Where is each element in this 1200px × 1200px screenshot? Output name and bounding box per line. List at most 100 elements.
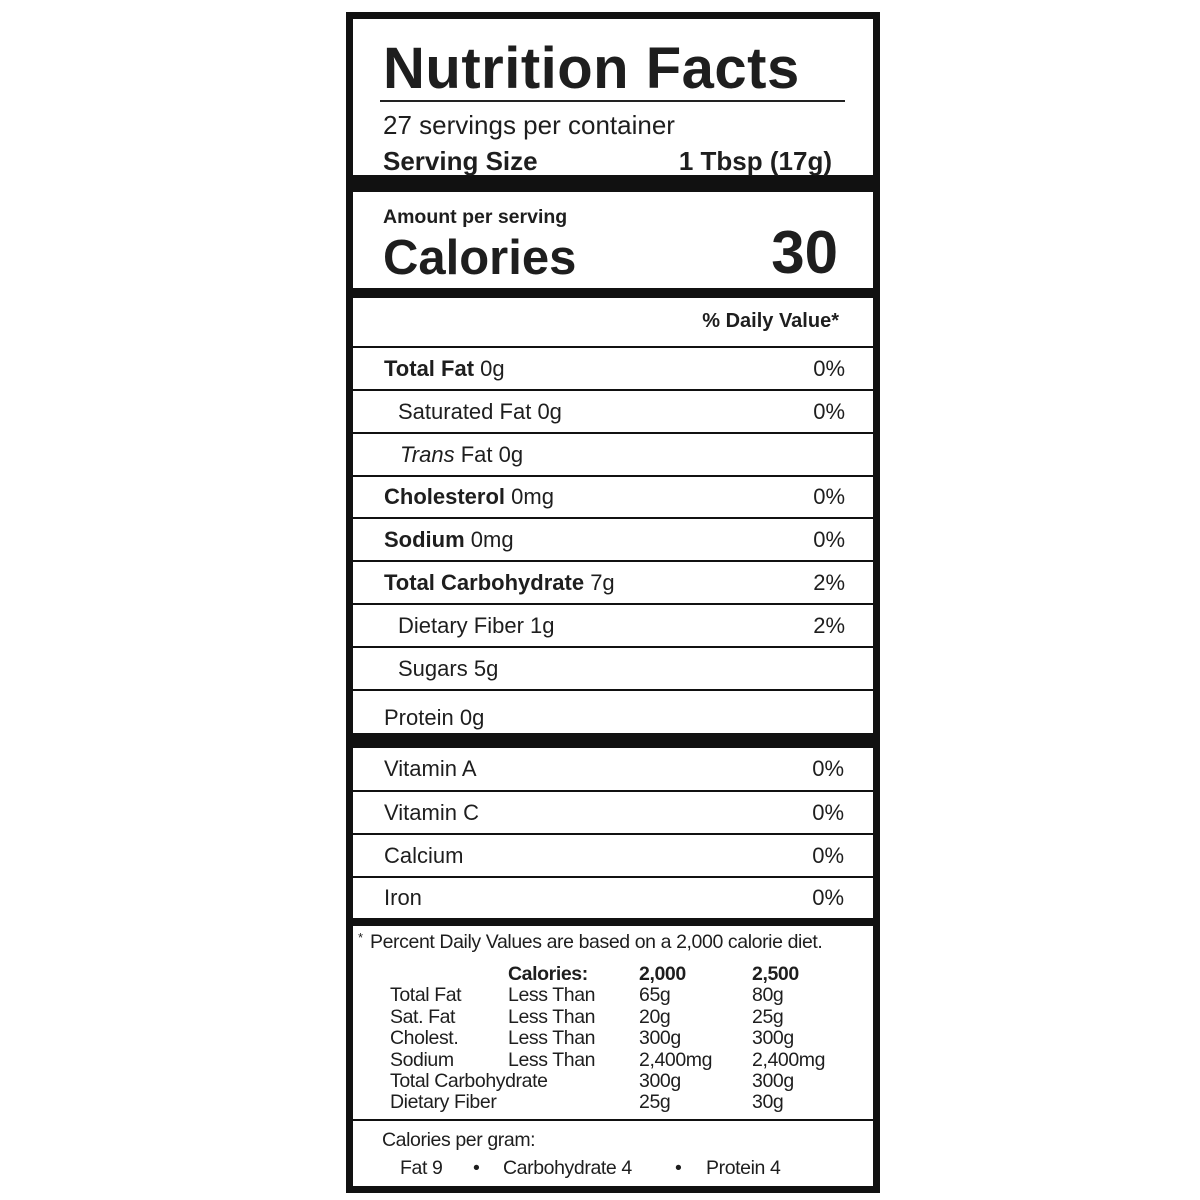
footnote-section: * Percent Daily Values are based on a 2,… bbox=[353, 926, 873, 1119]
dv-table-cell: 30g bbox=[752, 1091, 784, 1114]
nutrient-row-total-fat: Total Fat 0g 0% bbox=[353, 348, 873, 389]
daily-value-header: % Daily Value* bbox=[353, 298, 873, 346]
nutrient-amount: 0g bbox=[459, 705, 485, 730]
nutrition-facts-label: Nutrition Facts 27 servings per containe… bbox=[346, 12, 880, 1193]
dv-table-row: Dietary Fiber 25g 30g bbox=[353, 1091, 873, 1114]
title-underline bbox=[380, 100, 845, 102]
dv-table-cell: Total Carbohydrate bbox=[390, 1069, 548, 1092]
amount-per-serving: Amount per serving bbox=[383, 206, 568, 228]
serving-size-value: 1 Tbsp (17g) bbox=[678, 146, 832, 176]
nutrient-row-sugars: Sugars 5g bbox=[353, 648, 873, 689]
nutrient-name: Cholesterol bbox=[384, 484, 506, 509]
dv-table-cell: 25g bbox=[639, 1091, 671, 1114]
vitamin-row-c: Vitamin C 0% bbox=[353, 792, 873, 833]
nutrient-row-protein: Protein 0g bbox=[353, 691, 873, 733]
nutrient-row-total-carbohydrate: Total Carbohydrate 7g 2% bbox=[353, 562, 873, 603]
nutrient-amount: 7g bbox=[590, 569, 615, 595]
nutrient-dv: 0% bbox=[813, 526, 845, 552]
dv-table-cell: Cholest. bbox=[390, 1027, 459, 1050]
daily-values-table: Calories: 2,000 2,500 Total Fat Less Than… bbox=[353, 963, 873, 1114]
daily-value-title: % Daily Value* bbox=[702, 310, 839, 332]
dv-table-row: Total Fat Less Than 65g 80g bbox=[353, 984, 873, 1007]
vitamin-name: Iron bbox=[384, 885, 422, 910]
dv-table-cell: 20g bbox=[639, 1005, 671, 1028]
vitamin-name: Vitamin C bbox=[384, 799, 479, 825]
nutrient-name: Dietary Fiber bbox=[398, 612, 524, 638]
vitamin-row-calcium: Calcium 0% bbox=[353, 835, 873, 876]
dv-table-cell: 300g bbox=[752, 1069, 794, 1092]
vitamin-name: Vitamin A bbox=[384, 756, 477, 781]
nutrient-name: Total Fat bbox=[384, 355, 475, 381]
dv-table-cell: Less Than bbox=[508, 1048, 596, 1071]
nutrient-row-sodium: Sodium 0mg 0% bbox=[353, 519, 873, 560]
dv-table-cell: 300g bbox=[639, 1027, 681, 1050]
footnote-text: Percent Daily Values are based on a 2,00… bbox=[370, 931, 823, 953]
nutrient-dv: 0% bbox=[813, 355, 845, 381]
dv-table-cell: Sat. Fat bbox=[390, 1005, 456, 1028]
calories-per-gram-section: Calories per gram: Fat 9 • Carbohydrate … bbox=[353, 1121, 873, 1186]
cpg-carbohydrate: Carbohydrate 4 bbox=[503, 1157, 632, 1179]
dv-table-cell: 2,400mg bbox=[752, 1048, 826, 1071]
vitamin-dv: 0% bbox=[812, 842, 844, 868]
dv-table-cell: 300g bbox=[752, 1027, 794, 1050]
dv-table-cell: Total Fat bbox=[390, 984, 462, 1007]
dv-table-cell: Less Than bbox=[508, 1027, 596, 1050]
nutrient-amount: 5g bbox=[473, 655, 499, 681]
dv-table-row: Sat. Fat Less Than 20g 25g bbox=[353, 1005, 873, 1028]
dv-table-header: Calories: 2,000 2,500 bbox=[353, 963, 873, 985]
nutrient-row-saturated-fat: Saturated Fat 0g 0% bbox=[353, 391, 873, 432]
vitamin-name: Calcium bbox=[384, 842, 464, 868]
servings-per-container: 27 servings per container bbox=[383, 110, 675, 140]
dv-table-header-2500: 2,500 bbox=[752, 963, 799, 985]
nutrient-name: Protein bbox=[384, 705, 454, 730]
dv-table-cell: 300g bbox=[639, 1069, 681, 1092]
nutrient-name: Sugars bbox=[398, 655, 468, 681]
dv-table-header-2000: 2,000 bbox=[639, 963, 686, 985]
header-section: Nutrition Facts 27 servings per containe… bbox=[353, 19, 873, 176]
nutrient-name: Sodium bbox=[384, 526, 465, 552]
nutrient-name: Saturated Fat bbox=[398, 398, 532, 424]
vitamin-row-a: Vitamin A 0% bbox=[353, 748, 873, 790]
nutrient-name-rest: Fat bbox=[460, 441, 493, 467]
vitamin-row-iron: Iron 0% bbox=[353, 878, 873, 918]
nutrient-amount: 0mg bbox=[470, 526, 514, 552]
dv-table-cell: Dietary Fiber bbox=[390, 1091, 497, 1114]
nutrient-amount: 0g bbox=[498, 441, 524, 467]
dv-table-cell: 2,400mg bbox=[639, 1048, 713, 1071]
dv-table-header-calories: Calories: bbox=[508, 963, 588, 985]
nutrient-dv: 2% bbox=[813, 569, 845, 595]
label-title: Nutrition Facts bbox=[383, 36, 800, 101]
dv-table-cell: Less Than bbox=[508, 1005, 596, 1028]
nutrient-dv: 0% bbox=[813, 484, 845, 509]
vitamin-dv: 0% bbox=[812, 756, 844, 781]
nutrient-amount: 1g bbox=[530, 612, 555, 638]
dv-table-cell: Less Than bbox=[508, 984, 596, 1007]
cpg-fat: Fat 9 bbox=[400, 1157, 443, 1179]
nutrient-dv: 0% bbox=[813, 398, 845, 424]
nutrient-row-cholesterol: Cholesterol 0mg 0% bbox=[353, 477, 873, 517]
vitamin-dv: 0% bbox=[812, 885, 844, 910]
nutrient-amount: 0g bbox=[480, 355, 505, 381]
nutrient-row-dietary-fiber: Dietary Fiber 1g 2% bbox=[353, 605, 873, 646]
nutrient-name: Total Carbohydrate bbox=[384, 569, 585, 595]
dv-table-cell: 65g bbox=[639, 984, 671, 1007]
nutrient-amount: 0mg bbox=[511, 484, 554, 509]
cpg-separator: • bbox=[473, 1157, 480, 1179]
calories-label: Calories bbox=[383, 231, 577, 285]
cpg-separator: • bbox=[675, 1157, 682, 1179]
dv-table-row: Cholest. Less Than 300g 300g bbox=[353, 1027, 873, 1050]
footnote-asterisk: * bbox=[358, 930, 364, 945]
dv-table-cell: Sodium bbox=[390, 1048, 454, 1071]
calories-section: Amount per serving Calories 30 bbox=[353, 192, 873, 288]
serving-size-label: Serving Size bbox=[383, 146, 538, 176]
cpg-protein: Protein 4 bbox=[706, 1157, 781, 1179]
dv-table-row: Total Carbohydrate 300g 300g bbox=[353, 1069, 873, 1092]
dv-table-row: Sodium Less Than 2,400mg 2,400mg bbox=[353, 1048, 873, 1071]
calories-value: 30 bbox=[771, 219, 838, 286]
nutrient-row-trans-fat: Trans Fat 0g bbox=[353, 434, 873, 475]
nutrient-dv: 2% bbox=[813, 612, 845, 638]
vitamin-dv: 0% bbox=[812, 799, 844, 825]
dv-table-cell: 80g bbox=[752, 984, 784, 1007]
dv-table-cell: 25g bbox=[752, 1005, 784, 1028]
nutrient-name: Trans bbox=[400, 441, 455, 467]
